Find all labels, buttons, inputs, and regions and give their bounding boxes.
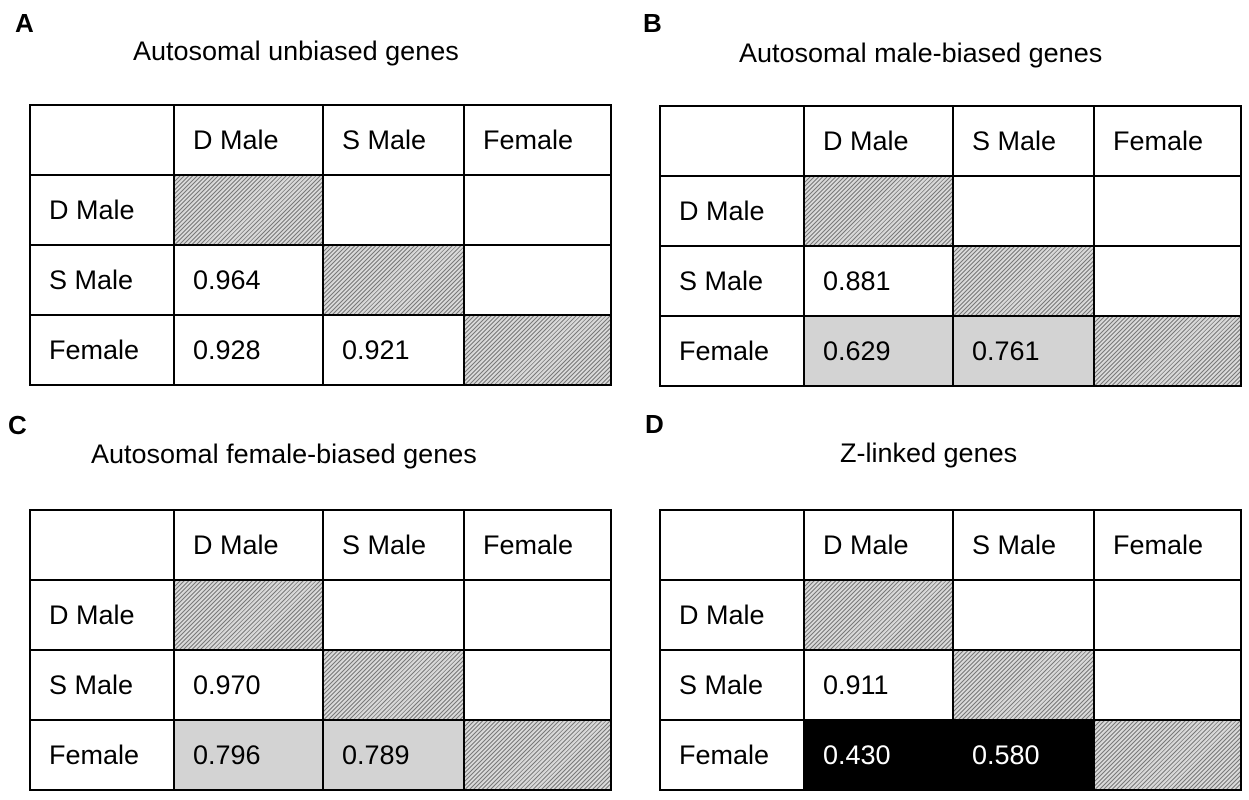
corner-cell (29, 509, 175, 581)
column-header: D Male (803, 105, 954, 177)
table-row: S Male 0.964 (29, 244, 612, 316)
diagonal-hatched-cell (463, 719, 612, 791)
corner-cell (29, 104, 175, 176)
panel-letter: B (643, 8, 662, 38)
diagonal-hatched-cell (952, 245, 1095, 317)
row-label: D Male (29, 174, 175, 246)
correlation-value-cell: 0.921 (322, 314, 465, 386)
diagonal-hatched-cell (173, 174, 324, 246)
correlation-value-cell: 0.789 (322, 719, 465, 791)
correlation-value-cell (1093, 579, 1242, 651)
corner-cell (659, 509, 805, 581)
row-label: S Male (29, 244, 175, 316)
correlation-table: D Male S Male Female D Male S Male 0.970 Femal… (29, 509, 612, 791)
correlation-table: D Male S Male Female D Male S Male 0.881 Femal… (659, 105, 1242, 387)
panel-title: Autosomal unbiased genes (133, 36, 459, 66)
column-header: Female (1093, 509, 1242, 581)
column-header: Female (1093, 105, 1242, 177)
row-label: D Male (659, 579, 805, 651)
diagonal-hatched-cell (803, 579, 954, 651)
column-header: S Male (952, 105, 1095, 177)
correlation-value-cell: 0.911 (803, 649, 954, 721)
table-row: D Male (29, 579, 612, 651)
column-header: D Male (173, 509, 324, 581)
header-row: D Male S Male Female (29, 104, 612, 176)
table-row: D Male (29, 174, 612, 246)
header-row: D Male S Male Female (659, 105, 1242, 177)
diagonal-hatched-cell (322, 244, 465, 316)
panel-letter: A (15, 8, 34, 38)
row-label: Female (29, 719, 175, 791)
correlation-value-cell (1093, 175, 1242, 247)
table-row: Female 0.796 0.789 (29, 719, 612, 791)
table-row: D Male (659, 579, 1242, 651)
column-header: S Male (322, 509, 465, 581)
table-row: Female 0.629 0.761 (659, 315, 1242, 387)
row-label: Female (659, 719, 805, 791)
correlation-value-cell: 0.580 (952, 719, 1095, 791)
table-row: D Male (659, 175, 1242, 247)
row-label: Female (659, 315, 805, 387)
panel-title: Autosomal male-biased genes (739, 38, 1103, 68)
correlation-value-cell (463, 579, 612, 651)
correlation-value-cell (322, 579, 465, 651)
correlation-table: D Male S Male Female D Male S Male 0.964 Femal… (29, 104, 612, 386)
header-row: D Male S Male Female (29, 509, 612, 581)
correlation-value-cell: 0.629 (803, 315, 954, 387)
correlation-value-cell (1093, 649, 1242, 721)
column-header: S Male (322, 104, 465, 176)
panel-title: Z-linked genes (840, 438, 1018, 468)
correlation-value-cell: 0.970 (173, 649, 324, 721)
table-row: S Male 0.881 (659, 245, 1242, 317)
correlation-value-cell (952, 175, 1095, 247)
correlation-table: D Male S Male Female D Male S Male 0.911 Femal… (659, 509, 1242, 791)
table-row: S Male 0.970 (29, 649, 612, 721)
correlation-value-cell (463, 649, 612, 721)
column-header: Female (463, 104, 612, 176)
diagonal-hatched-cell (1093, 719, 1242, 791)
diagonal-hatched-cell (1093, 315, 1242, 387)
table-row: S Male 0.911 (659, 649, 1242, 721)
row-label: D Male (29, 579, 175, 651)
correlation-value-cell (322, 174, 465, 246)
table-row: Female 0.928 0.921 (29, 314, 612, 386)
panel-letter: C (8, 410, 27, 440)
header-row: D Male S Male Female (659, 509, 1242, 581)
row-label: Female (29, 314, 175, 386)
diagonal-hatched-cell (952, 649, 1095, 721)
panel-title: Autosomal female-biased genes (91, 439, 477, 469)
correlation-value-cell: 0.881 (803, 245, 954, 317)
column-header: Female (463, 509, 612, 581)
column-header: S Male (952, 509, 1095, 581)
correlation-value-cell (463, 174, 612, 246)
row-label: S Male (659, 245, 805, 317)
row-label: S Male (659, 649, 805, 721)
row-label: S Male (29, 649, 175, 721)
column-header: D Male (173, 104, 324, 176)
panel-letter: D (645, 409, 664, 439)
corner-cell (659, 105, 805, 177)
diagonal-hatched-cell (173, 579, 324, 651)
correlation-value-cell (952, 579, 1095, 651)
column-header: D Male (803, 509, 954, 581)
correlation-value-cell: 0.928 (173, 314, 324, 386)
diagonal-hatched-cell (463, 314, 612, 386)
correlation-value-cell: 0.796 (173, 719, 324, 791)
correlation-value-cell (463, 244, 612, 316)
correlation-value-cell: 0.430 (803, 719, 954, 791)
correlation-value-cell: 0.761 (952, 315, 1095, 387)
diagonal-hatched-cell (322, 649, 465, 721)
diagonal-hatched-cell (803, 175, 954, 247)
correlation-value-cell: 0.964 (173, 244, 324, 316)
row-label: D Male (659, 175, 805, 247)
correlation-value-cell (1093, 245, 1242, 317)
table-row: Female 0.430 0.580 (659, 719, 1242, 791)
